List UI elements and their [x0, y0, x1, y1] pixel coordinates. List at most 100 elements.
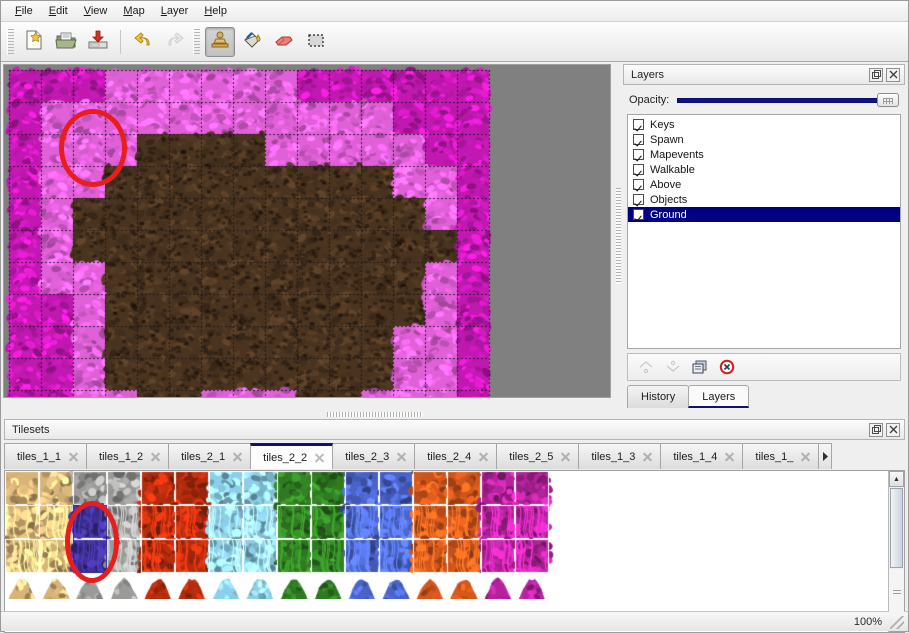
layer-visibility-checkbox[interactable]: [633, 179, 644, 190]
layer-name-label: Keys: [650, 118, 675, 131]
layer-row[interactable]: Mapevents: [628, 147, 900, 162]
toolbar-grip-tools[interactable]: [193, 28, 200, 55]
layer-row[interactable]: Spawn: [628, 132, 900, 147]
tileset-tab-close-icon[interactable]: [642, 451, 653, 462]
tileset-tab-close-icon[interactable]: [478, 451, 489, 462]
layer-visibility-checkbox[interactable]: [633, 164, 644, 175]
layers-dock-body: Opacity: Keys Spawn Mapevents Walkable Above…: [623, 85, 905, 409]
tilesets-close-button[interactable]: [886, 422, 900, 437]
move-layer-down-button[interactable]: [661, 356, 685, 378]
redo-button[interactable]: [160, 27, 190, 57]
scroll-up-button[interactable]: ▲: [889, 471, 904, 487]
tileset-tab-close-icon[interactable]: [724, 451, 735, 462]
select-tool-button[interactable]: [301, 27, 331, 57]
vertical-splitter[interactable]: [613, 62, 623, 409]
layer-row[interactable]: Objects: [628, 192, 900, 207]
resize-grip-icon[interactable]: [890, 614, 904, 629]
menu-view[interactable]: View: [83, 5, 108, 17]
tileset-palette-viewport[interactable]: [5, 471, 888, 632]
tileset-tab-close-icon[interactable]: [314, 452, 325, 463]
tileset-tab[interactable]: tiles_2_3: [332, 443, 416, 469]
scrollbar-track[interactable]: [889, 569, 904, 616]
tileset-tab[interactable]: tiles_1_3: [578, 443, 662, 469]
tileset-tab[interactable]: tiles_1_: [742, 443, 820, 469]
layer-row[interactable]: Keys: [628, 117, 900, 132]
layer-row[interactable]: Ground: [628, 207, 900, 222]
tileset-tab[interactable]: tiles_2_5: [496, 443, 580, 469]
tileset-tab-close-icon[interactable]: [232, 451, 243, 462]
layer-visibility-checkbox[interactable]: [633, 119, 644, 130]
duplicate-layer-button[interactable]: [688, 356, 712, 378]
menu-bar: File Edit View Map Layer Help: [1, 1, 908, 22]
layer-visibility-checkbox[interactable]: [633, 134, 644, 145]
save-map-button[interactable]: [83, 27, 113, 57]
menu-map[interactable]: Map: [123, 5, 145, 17]
undo-button[interactable]: [128, 27, 158, 57]
tilesets-float-button[interactable]: [869, 422, 883, 437]
tileset-tab-close-icon[interactable]: [150, 451, 161, 462]
layer-visibility-checkbox[interactable]: [633, 149, 644, 160]
open-map-button[interactable]: [51, 27, 81, 57]
dock-tab-history[interactable]: History: [627, 385, 690, 408]
layer-name-label: Mapevents: [650, 148, 704, 161]
delete-layer-button[interactable]: [715, 356, 739, 378]
menu-file-label: ile: [21, 5, 33, 17]
opacity-slider[interactable]: [677, 93, 899, 107]
opacity-label: Opacity:: [629, 94, 670, 106]
dock-tab-layers[interactable]: Layers: [688, 385, 750, 408]
move-layer-up-button[interactable]: [634, 356, 658, 378]
layer-visibility-checkbox[interactable]: [633, 194, 644, 205]
tileset-vertical-scrollbar[interactable]: ▲ ▼: [888, 471, 904, 632]
tileset-tab-label: tiles_2_5: [509, 450, 554, 463]
map-canvas-area: [1, 62, 613, 409]
tileset-tab-close-icon[interactable]: [396, 451, 407, 462]
fill-tool-button[interactable]: [237, 27, 267, 57]
menu-file[interactable]: File: [15, 5, 33, 17]
workspace: Layers Opacity:: [1, 62, 908, 633]
layers-close-button[interactable]: [886, 67, 900, 82]
tileset-tab-close-icon[interactable]: [560, 451, 571, 462]
zoom-level-label: 100%: [853, 615, 882, 628]
tileset-tab-label: tiles_1_: [755, 450, 794, 463]
scrollbar-thumb[interactable]: [890, 488, 903, 568]
tileset-tab[interactable]: tiles_2_1: [168, 443, 252, 469]
new-file-icon: [23, 29, 45, 54]
layer-row[interactable]: Above: [628, 177, 900, 192]
tab-scroll-right-button[interactable]: [818, 443, 833, 469]
tileset-tab[interactable]: tiles_2_4: [414, 443, 498, 469]
map-viewport[interactable]: [3, 64, 611, 398]
layer-name-label: Spawn: [650, 133, 684, 146]
eraser-tool-button[interactable]: [269, 27, 299, 57]
layers-float-button[interactable]: [869, 67, 883, 82]
tileset-tab[interactable]: tiles_2_2: [250, 443, 334, 469]
menu-layer[interactable]: Layer: [160, 5, 189, 17]
stamp-tool-button[interactable]: [205, 26, 235, 57]
tilesets-panel-title: Tilesets: [12, 423, 50, 436]
tileset-tab-label: tiles_1_4: [673, 450, 718, 463]
tilesets-dock-titlebar: Tilesets: [4, 419, 905, 440]
redo-arrow-icon: [164, 29, 186, 54]
tileset-palette-canvas[interactable]: [5, 471, 880, 599]
new-map-button[interactable]: [19, 27, 49, 57]
map-canvas[interactable]: [4, 65, 610, 397]
toolbar-separator-1: [120, 29, 121, 54]
toolbar-grip-file[interactable]: [7, 28, 14, 55]
paint-bucket-icon: [241, 29, 263, 54]
layer-visibility-checkbox[interactable]: [633, 209, 644, 220]
layer-list[interactable]: Keys Spawn Mapevents Walkable Above Objects Gr…: [627, 114, 901, 349]
tileset-tab[interactable]: tiles_1_4: [660, 443, 744, 469]
tileset-tab-close-icon[interactable]: [68, 451, 79, 462]
opacity-slider-thumb[interactable]: [877, 93, 899, 107]
horizontal-splitter[interactable]: [1, 409, 908, 419]
layer-row[interactable]: Walkable: [628, 162, 900, 177]
scrollbar-grip-icon: [893, 589, 901, 596]
layers-dock-tabs: History Layers: [627, 385, 903, 409]
tileset-tab[interactable]: tiles_1_2: [86, 443, 170, 469]
tileset-tab-close-icon[interactable]: [800, 451, 811, 462]
menu-help[interactable]: Help: [204, 5, 227, 17]
menu-edit[interactable]: Edit: [48, 5, 68, 17]
tileset-tab[interactable]: tiles_1_1: [4, 443, 88, 469]
menu-help-label: elp: [212, 5, 227, 17]
layer-name-label: Ground: [650, 208, 687, 221]
